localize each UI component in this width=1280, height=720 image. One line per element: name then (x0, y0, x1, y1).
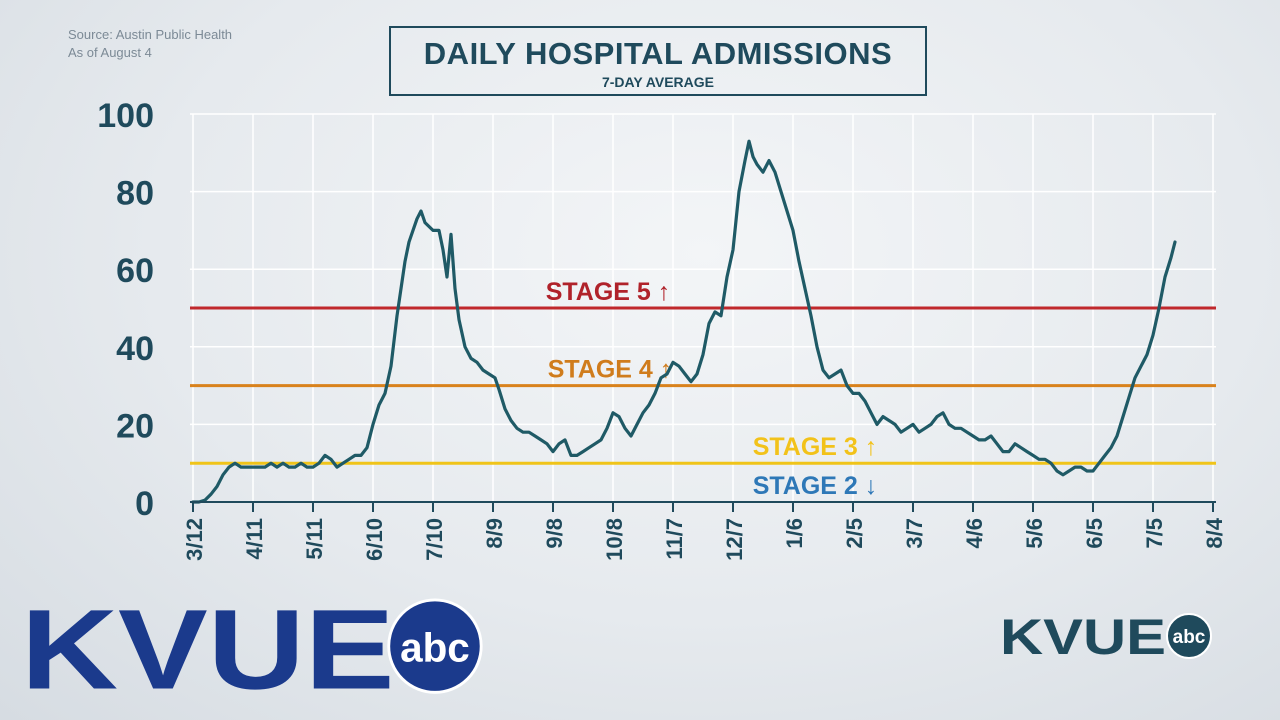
x-tick-label: 1/6 (782, 518, 807, 549)
abc-small-badge-text: abc (1173, 627, 1206, 648)
abc-small-badge (1166, 613, 1212, 659)
source-line: Source: Austin Public Health (68, 27, 233, 42)
chart-subtitle: 7-DAY AVERAGE (601, 74, 715, 90)
threshold-label: STAGE 3 ↑ (753, 433, 878, 461)
x-tick-label: 4/6 (962, 518, 987, 549)
y-axis: 0 20 40 60 80 100 (97, 97, 154, 523)
admissions-line (191, 139, 1177, 504)
x-tick-label: 9/8 (542, 518, 567, 549)
x-tick-label: 4/11 (242, 518, 267, 560)
abc-badge (387, 598, 483, 694)
source-note: Source: Austin Public Health As of Augus… (68, 26, 232, 62)
kvue-logo-text: KVUE (21, 598, 395, 702)
as-of-line: As of August 4 (68, 45, 152, 60)
threshold-label: STAGE 2 ↓ (753, 472, 878, 500)
x-tick-label: 5/6 (1022, 518, 1047, 549)
x-tick-label: 8/9 (482, 518, 507, 549)
x-tick-label: 5/11 (302, 518, 327, 560)
abc-badge-text: abc (400, 625, 470, 671)
x-tick-label: 6/5 (1082, 518, 1107, 549)
x-tick-label: 11/7 (662, 518, 687, 560)
x-axis: 3/12 4/11 5/11 6/10 7/10 8/9 9/8 10/8 11/7 12/7 1/… (182, 501, 1227, 561)
threshold-label: STAGE 4 ↑ (548, 356, 673, 384)
y-tick-label: 80 (116, 175, 154, 213)
y-tick-label: 100 (97, 97, 154, 135)
x-tick-label: 8/4 (1202, 517, 1227, 548)
x-tick-label: 3/7 (902, 518, 927, 549)
y-tick-label: 40 (116, 330, 154, 368)
y-tick-label: 60 (116, 252, 154, 290)
kvue-small-text: KVUE (1000, 610, 1166, 662)
kvue-logo-small: KVUE abc (1000, 610, 1212, 662)
series (191, 139, 1177, 504)
title-box: DAILY HOSPITAL ADMISSIONS 7-DAY AVERAGE (389, 26, 927, 96)
threshold-label: STAGE 5 ↑ (546, 278, 671, 306)
x-tick-label: 7/5 (1142, 518, 1167, 549)
kvue-logo-large: KVUE abc (21, 598, 483, 702)
x-tick-label: 2/5 (842, 518, 867, 549)
chart: STAGE 5 ↑ STAGE 4 ↑ STAGE 3 ↑ STAGE 2 ↓ 0 20… (97, 97, 1227, 561)
x-tick-label: 3/12 (182, 518, 207, 561)
x-tick-label: 10/8 (602, 518, 627, 561)
thresholds: STAGE 5 ↑ STAGE 4 ↑ STAGE 3 ↑ STAGE 2 ↓ (190, 278, 1216, 500)
y-tick-label: 0 (135, 485, 154, 523)
x-tick-label: 7/10 (422, 518, 447, 561)
y-tick-label: 20 (116, 407, 154, 445)
chart-title: DAILY HOSPITAL ADMISSIONS (423, 36, 893, 71)
x-tick-label: 12/7 (722, 518, 747, 561)
x-tick-label: 6/10 (362, 518, 387, 561)
